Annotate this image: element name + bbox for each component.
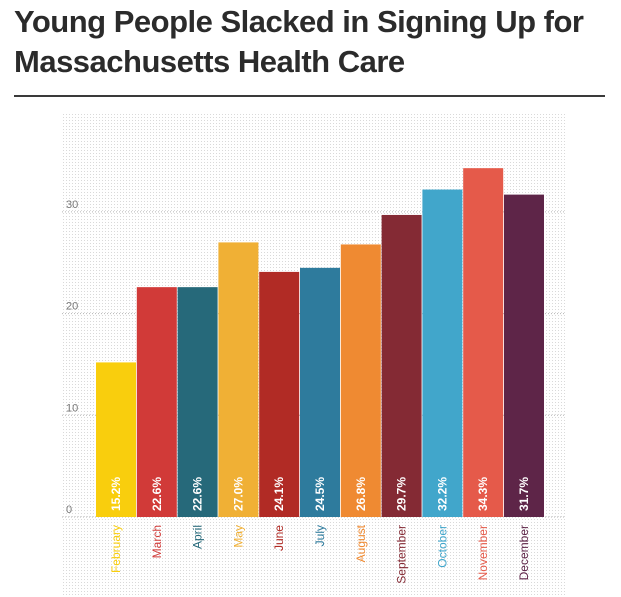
bar-april (177, 287, 218, 517)
x-tick-label-october: October (435, 525, 449, 568)
x-tick-label-february: February (109, 525, 123, 573)
bar-march (136, 287, 177, 517)
y-tick-label-20: 20 (66, 301, 78, 313)
value-label-february: 15.2% (109, 477, 123, 511)
bar-october (422, 189, 463, 517)
y-tick-label-0: 0 (66, 504, 72, 516)
chart-title: Young People Slacked in Signing Up for M… (14, 4, 584, 79)
x-tick-label-december: December (517, 525, 531, 580)
y-tick-label-30: 30 (66, 199, 78, 211)
bar-july (300, 267, 340, 517)
title-divider (14, 95, 605, 97)
x-tick-label-may: May (231, 525, 245, 548)
value-label-march: 22.6% (150, 477, 164, 511)
x-tick-label-march: March (150, 525, 164, 558)
value-label-september: 29.7% (395, 477, 409, 511)
bar-august (340, 244, 381, 517)
value-label-november: 34.3% (476, 477, 490, 511)
x-tick-label-november: November (476, 525, 490, 580)
x-tick-label-july: July (313, 525, 327, 546)
x-tick-label-june: June (272, 525, 286, 551)
y-tick-label-10: 10 (66, 402, 78, 414)
value-label-december: 31.7% (517, 477, 531, 511)
bar-february (96, 362, 136, 517)
bar-september (381, 214, 422, 518)
x-tick-label-september: September (395, 525, 409, 584)
x-tick-label-august: August (354, 524, 368, 562)
value-label-july: 24.5% (313, 477, 327, 511)
bar-november (463, 168, 504, 517)
value-label-august: 26.8% (354, 477, 368, 511)
value-label-may: 27.0% (231, 477, 245, 511)
bar-may (218, 242, 259, 517)
value-label-april: 22.6% (191, 477, 205, 511)
bar-december (504, 194, 544, 517)
value-label-october: 32.2% (435, 477, 449, 511)
value-label-june: 24.1% (272, 477, 286, 511)
bar-june (259, 271, 300, 517)
x-tick-label-april: April (191, 525, 205, 549)
